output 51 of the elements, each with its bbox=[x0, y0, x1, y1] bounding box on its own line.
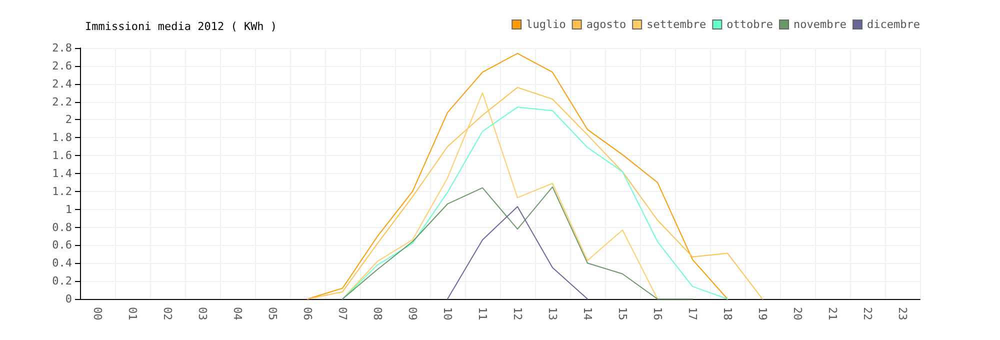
y-tick-label: 2.8 bbox=[52, 42, 72, 54]
x-tick-label: 12 bbox=[511, 307, 524, 320]
y-tick-label: 1.4 bbox=[52, 167, 72, 180]
x-tick-label: 03 bbox=[196, 307, 209, 320]
y-tick-label: 1.8 bbox=[52, 131, 72, 144]
x-tick-label: 01 bbox=[126, 307, 139, 320]
x-tick-label: 05 bbox=[266, 307, 279, 320]
legend-label: novembre bbox=[794, 18, 847, 31]
y-tick-label: 0.4 bbox=[52, 256, 72, 270]
y-tick-label: 1.6 bbox=[52, 149, 72, 162]
line-series bbox=[447, 206, 588, 300]
legend-label: dicembre bbox=[867, 18, 920, 31]
y-tick-label: 2.2 bbox=[52, 95, 72, 108]
x-tick-label: 13 bbox=[546, 307, 559, 320]
x-tick-label: 17 bbox=[686, 307, 699, 320]
x-tick-label: 02 bbox=[161, 307, 174, 320]
x-tick-label: 15 bbox=[616, 307, 629, 320]
y-tick-label: 1 bbox=[65, 202, 72, 216]
line-series bbox=[307, 52, 728, 300]
line-series bbox=[342, 186, 693, 300]
x-tick-label: 16 bbox=[651, 307, 664, 320]
x-tick-label: 10 bbox=[441, 307, 454, 320]
y-tick-label: 2 bbox=[65, 113, 72, 126]
x-tick-label: 00 bbox=[91, 307, 104, 320]
chart-title: Immissioni media 2012 ( KWh ) bbox=[85, 20, 278, 33]
x-tick-label: 09 bbox=[406, 307, 419, 320]
legend-label: agosto bbox=[586, 18, 626, 31]
y-tick-label: 0.8 bbox=[52, 220, 72, 234]
x-tick-label: 11 bbox=[476, 307, 489, 320]
y-tick-label: 2.6 bbox=[52, 59, 72, 72]
y-tick-label: 0 bbox=[65, 292, 72, 306]
legend-label: luglio bbox=[526, 18, 566, 31]
line-series bbox=[307, 86, 763, 300]
x-tick-label: 20 bbox=[791, 307, 804, 320]
x-tick-label: 04 bbox=[231, 307, 244, 321]
x-tick-label: 23 bbox=[896, 307, 909, 320]
x-tick-label: 06 bbox=[301, 307, 314, 320]
y-tick-label: 0.6 bbox=[52, 238, 72, 252]
x-tick-label: 22 bbox=[861, 307, 874, 320]
x-tick-label: 08 bbox=[371, 307, 384, 320]
x-tick-label: 18 bbox=[721, 307, 734, 320]
line-series bbox=[342, 106, 728, 300]
legend-label: settembre bbox=[646, 18, 706, 31]
x-tick-label: 19 bbox=[756, 307, 769, 320]
x-tick-label: 14 bbox=[581, 307, 594, 321]
y-tick-label: 2.4 bbox=[52, 77, 72, 90]
x-tick-label: 07 bbox=[336, 307, 349, 320]
legend-label: ottobre bbox=[726, 18, 774, 31]
y-tick-label: 1.2 bbox=[52, 184, 72, 198]
x-tick-label: 21 bbox=[826, 307, 839, 320]
y-tick-label: 0.2 bbox=[52, 274, 72, 288]
